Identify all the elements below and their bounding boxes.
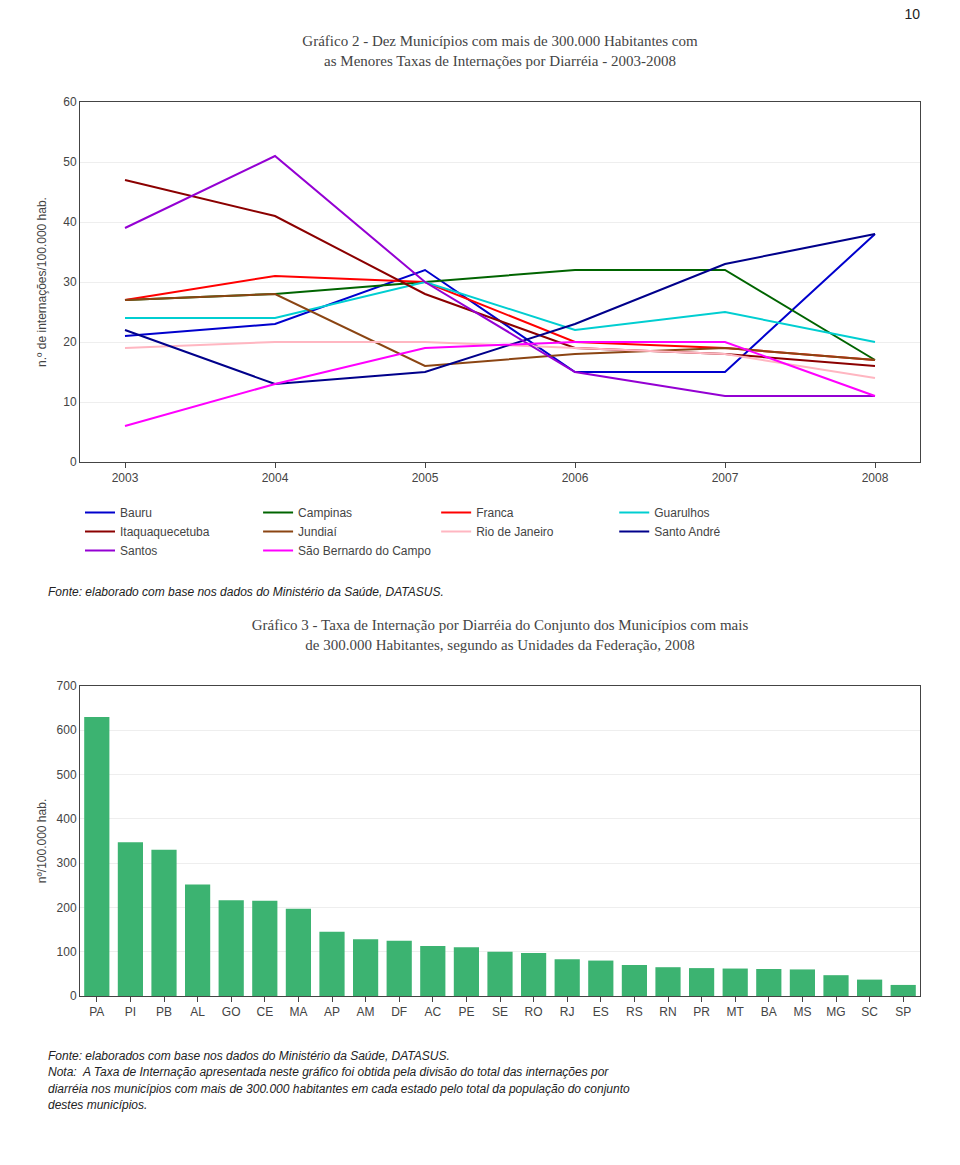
svg-text:n.º de internações/100.000 hab: n.º de internações/100.000 hab. (35, 197, 49, 367)
svg-text:BA: BA (761, 1006, 777, 1020)
svg-text:Campinas: Campinas (298, 506, 352, 520)
svg-text:PR: PR (693, 1006, 710, 1020)
svg-text:RN: RN (659, 1006, 676, 1020)
svg-text:500: 500 (57, 768, 77, 782)
html-text:Fonte: elaborados com base nos: Fonte: elaborados com base nos dados do … (48, 1049, 450, 1064)
svg-text:Itaquaquecetuba: Itaquaquecetuba (120, 525, 210, 539)
svg-text:50: 50 (63, 155, 77, 169)
svg-text:Santo André: Santo André (654, 525, 720, 539)
svg-text:MS: MS (793, 1006, 811, 1020)
svg-text:AP: AP (324, 1006, 340, 1020)
svg-text:GO: GO (222, 1006, 241, 1020)
svg-text:PE: PE (458, 1006, 474, 1020)
html-text:10: 10 (904, 6, 920, 22)
svg-text:60: 60 (63, 95, 77, 109)
html-text:Fonte: elaborado com base nos: Fonte: elaborado com base nos dados do M… (48, 585, 444, 599)
svg-text:400: 400 (57, 812, 77, 826)
svg-text:700: 700 (57, 679, 77, 693)
svg-text:0: 0 (70, 455, 77, 469)
svg-text:SP: SP (895, 1006, 911, 1020)
svg-text:2008: 2008 (862, 471, 889, 485)
svg-text:AM: AM (357, 1006, 375, 1020)
svg-text:Gráfico 3 - Taxa de Internação: Gráfico 3 - Taxa de Internação por Diarr… (252, 617, 749, 653)
svg-text:RS: RS (626, 1006, 643, 1020)
svg-text:RJ: RJ (560, 1006, 575, 1020)
svg-text:20: 20 (63, 335, 77, 349)
svg-text:Franca: Franca (476, 506, 514, 520)
svg-text:Guarulhos: Guarulhos (654, 506, 709, 520)
svg-text:Bauru: Bauru (120, 506, 152, 520)
svg-text:10: 10 (63, 395, 77, 409)
svg-text:AL: AL (190, 1006, 205, 1020)
svg-text:600: 600 (57, 724, 77, 738)
svg-text:São Bernardo do Campo: São Bernardo do Campo (298, 544, 431, 558)
svg-text:PI: PI (125, 1006, 136, 1020)
svg-text:MA: MA (289, 1006, 307, 1020)
svg-text:DF: DF (391, 1006, 407, 1020)
svg-text:2005: 2005 (412, 471, 439, 485)
svg-text:RO: RO (525, 1006, 543, 1020)
svg-text:CE: CE (256, 1006, 273, 1020)
svg-text:PB: PB (156, 1006, 172, 1020)
svg-text:40: 40 (63, 215, 77, 229)
svg-text:SC: SC (861, 1006, 878, 1020)
svg-text:MG: MG (826, 1006, 845, 1020)
svg-text:Santos: Santos (120, 544, 157, 558)
svg-text:SE: SE (492, 1006, 508, 1020)
svg-text:AC: AC (424, 1006, 441, 1020)
svg-text:2007: 2007 (712, 471, 739, 485)
svg-text:nº/100.000 hab.: nº/100.000 hab. (35, 799, 49, 883)
svg-text:0: 0 (70, 989, 77, 1003)
svg-text:PA: PA (89, 1006, 104, 1020)
svg-text:300: 300 (57, 857, 77, 871)
html-text:Nota: A Taxa de Internação apr: Nota: A Taxa de Internação apresentada n… (48, 1065, 630, 1112)
svg-text:Gráfico 2 - Dez Municípios com: Gráfico 2 - Dez Municípios com mais de 3… (302, 33, 698, 69)
svg-text:Jundiaí: Jundiaí (298, 525, 337, 539)
svg-text:200: 200 (57, 901, 77, 915)
svg-text:MT: MT (727, 1006, 745, 1020)
svg-text:100: 100 (57, 945, 77, 959)
svg-text:Rio de Janeiro: Rio de Janeiro (476, 525, 554, 539)
svg-text:30: 30 (63, 275, 77, 289)
svg-text:2003: 2003 (112, 471, 139, 485)
svg-text:2006: 2006 (562, 471, 589, 485)
svg-text:ES: ES (593, 1006, 609, 1020)
svg-text:2004: 2004 (262, 471, 289, 485)
